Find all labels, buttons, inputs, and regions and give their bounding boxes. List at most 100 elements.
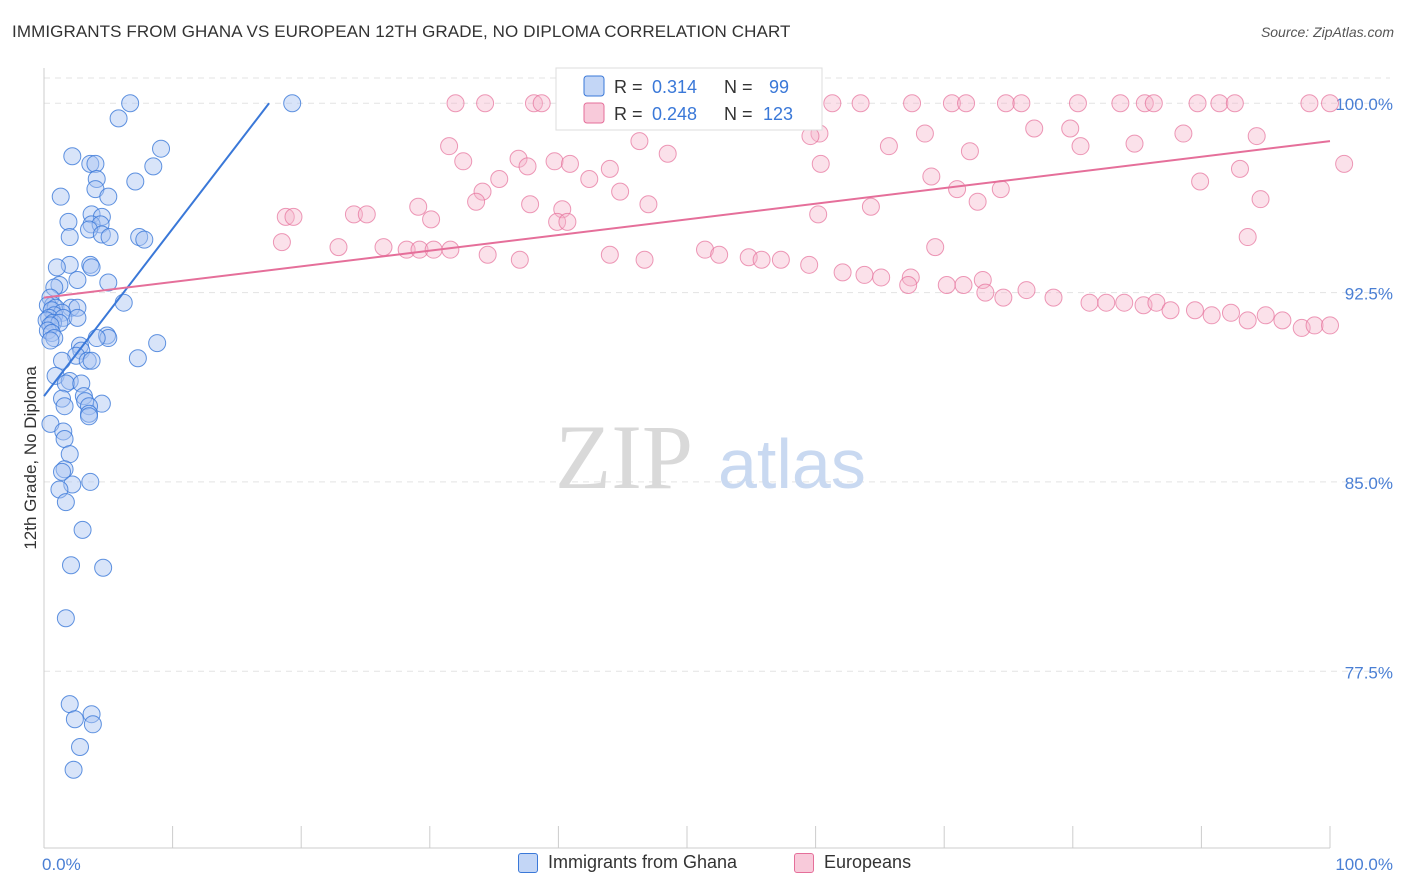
data-point-europeans	[710, 245, 729, 264]
data-point-europeans	[1025, 119, 1044, 138]
data-point-ghana	[55, 460, 74, 479]
data-point-ghana	[109, 109, 128, 128]
data-point-ghana	[82, 351, 101, 370]
data-point-ghana	[65, 710, 84, 729]
data-point-ghana	[56, 609, 75, 628]
data-point-ghana	[82, 258, 101, 277]
data-point-ghana	[60, 695, 79, 714]
data-point-europeans	[855, 265, 874, 284]
data-point-europeans	[994, 288, 1013, 307]
data-point-ghana	[53, 389, 72, 408]
data-point-europeans	[548, 212, 567, 231]
data-point-europeans	[1210, 94, 1229, 113]
data-point-europeans	[1305, 316, 1324, 335]
data-point-europeans	[1080, 293, 1099, 312]
data-point-ghana	[47, 258, 66, 277]
data-point-europeans	[1247, 127, 1266, 146]
data-point-europeans	[1017, 281, 1036, 300]
data-point-europeans	[1144, 94, 1163, 113]
watermark: ZIP atlas	[555, 406, 866, 508]
data-point-europeans	[942, 94, 961, 113]
bottom-legend-ghana-label: Immigrants from Ghana	[548, 852, 738, 872]
data-point-europeans	[509, 149, 528, 168]
data-point-europeans	[329, 238, 348, 257]
legend-swatch-ghana	[583, 75, 605, 97]
data-point-ghana	[64, 760, 83, 779]
data-point-europeans	[532, 94, 551, 113]
legend-swatch-europeans	[583, 102, 605, 124]
data-point-ghana	[68, 308, 87, 327]
data-point-europeans	[600, 245, 619, 264]
y-axis-title-group: 12th Grade, No Diploma	[21, 366, 40, 550]
data-point-europeans	[580, 169, 599, 188]
data-point-europeans	[446, 94, 465, 113]
data-point-europeans	[611, 182, 630, 201]
data-point-europeans	[639, 195, 658, 214]
data-point-ghana	[56, 374, 75, 393]
series-europeans-points	[272, 94, 1354, 337]
data-point-europeans	[440, 137, 459, 156]
data-point-europeans	[1335, 154, 1354, 173]
data-point-ghana	[71, 738, 90, 757]
data-point-europeans	[1251, 190, 1270, 209]
bottom-legend-ghana: Immigrants from Ghana	[518, 852, 737, 873]
legend-europeans-r-label: R =	[614, 104, 643, 124]
data-point-ghana	[130, 228, 149, 247]
x-tick-label-max: 100.0%	[1335, 855, 1393, 874]
data-point-ghana	[283, 94, 302, 113]
data-point-ghana	[53, 462, 72, 481]
data-point-europeans	[1238, 228, 1257, 247]
data-point-europeans	[915, 124, 934, 143]
data-point-ghana	[78, 351, 97, 370]
data-point-europeans	[1125, 134, 1144, 153]
data-point-europeans	[823, 94, 842, 113]
data-point-ghana	[55, 430, 74, 449]
data-point-europeans	[478, 245, 497, 264]
data-point-europeans	[937, 276, 956, 295]
axes: 77.5% 85.0% 92.5% 100.0% 0.0% 100.0%	[42, 68, 1393, 874]
legend-ghana-r-label: R =	[614, 77, 643, 97]
data-point-ghana	[80, 397, 99, 416]
legend-europeans-n-value: 123	[763, 104, 793, 124]
bottom-legend: Immigrants from Ghana Europeans	[0, 852, 1406, 876]
data-point-europeans	[476, 94, 495, 113]
data-point-ghana	[73, 520, 92, 539]
data-point-ghana	[135, 230, 154, 249]
trend-line-ghana	[43, 102, 270, 397]
data-point-europeans	[1230, 159, 1249, 178]
data-point-europeans	[968, 192, 987, 211]
data-point-ghana	[46, 366, 65, 385]
data-point-ghana	[62, 556, 81, 575]
data-point-ghana	[56, 493, 75, 512]
data-point-europeans	[899, 276, 918, 295]
x-tick-label-min: 0.0%	[42, 855, 81, 874]
data-point-europeans	[1012, 94, 1031, 113]
data-point-ghana	[53, 351, 72, 370]
data-point-europeans	[1300, 94, 1319, 113]
data-point-europeans	[1202, 306, 1221, 325]
data-point-europeans	[422, 210, 441, 229]
data-point-europeans	[410, 240, 429, 259]
data-point-europeans	[518, 157, 537, 176]
data-point-ghana	[60, 228, 79, 247]
data-point-ghana	[114, 293, 133, 312]
data-point-ghana	[121, 94, 140, 113]
data-point-ghana	[80, 407, 99, 426]
data-point-europeans	[467, 192, 486, 211]
y-axis-title: 12th Grade, No Diploma	[21, 366, 40, 550]
legend-europeans-r-value: 0.248	[652, 104, 697, 124]
legend-ghana-n-label: N =	[724, 77, 753, 97]
data-point-europeans	[1135, 94, 1154, 113]
data-point-europeans	[1321, 316, 1339, 335]
data-point-ghana	[82, 205, 101, 224]
legend-box: R = 0.314 N = 99 R = 0.248 N = 123	[555, 67, 823, 131]
data-point-ghana	[51, 187, 70, 206]
data-point-europeans	[800, 255, 819, 274]
data-point-ghana	[152, 139, 171, 158]
data-point-europeans	[490, 169, 509, 188]
data-point-europeans	[960, 142, 979, 161]
data-point-europeans	[374, 238, 393, 257]
data-point-europeans	[851, 94, 870, 113]
y-tick-label: 100.0%	[1335, 95, 1393, 114]
